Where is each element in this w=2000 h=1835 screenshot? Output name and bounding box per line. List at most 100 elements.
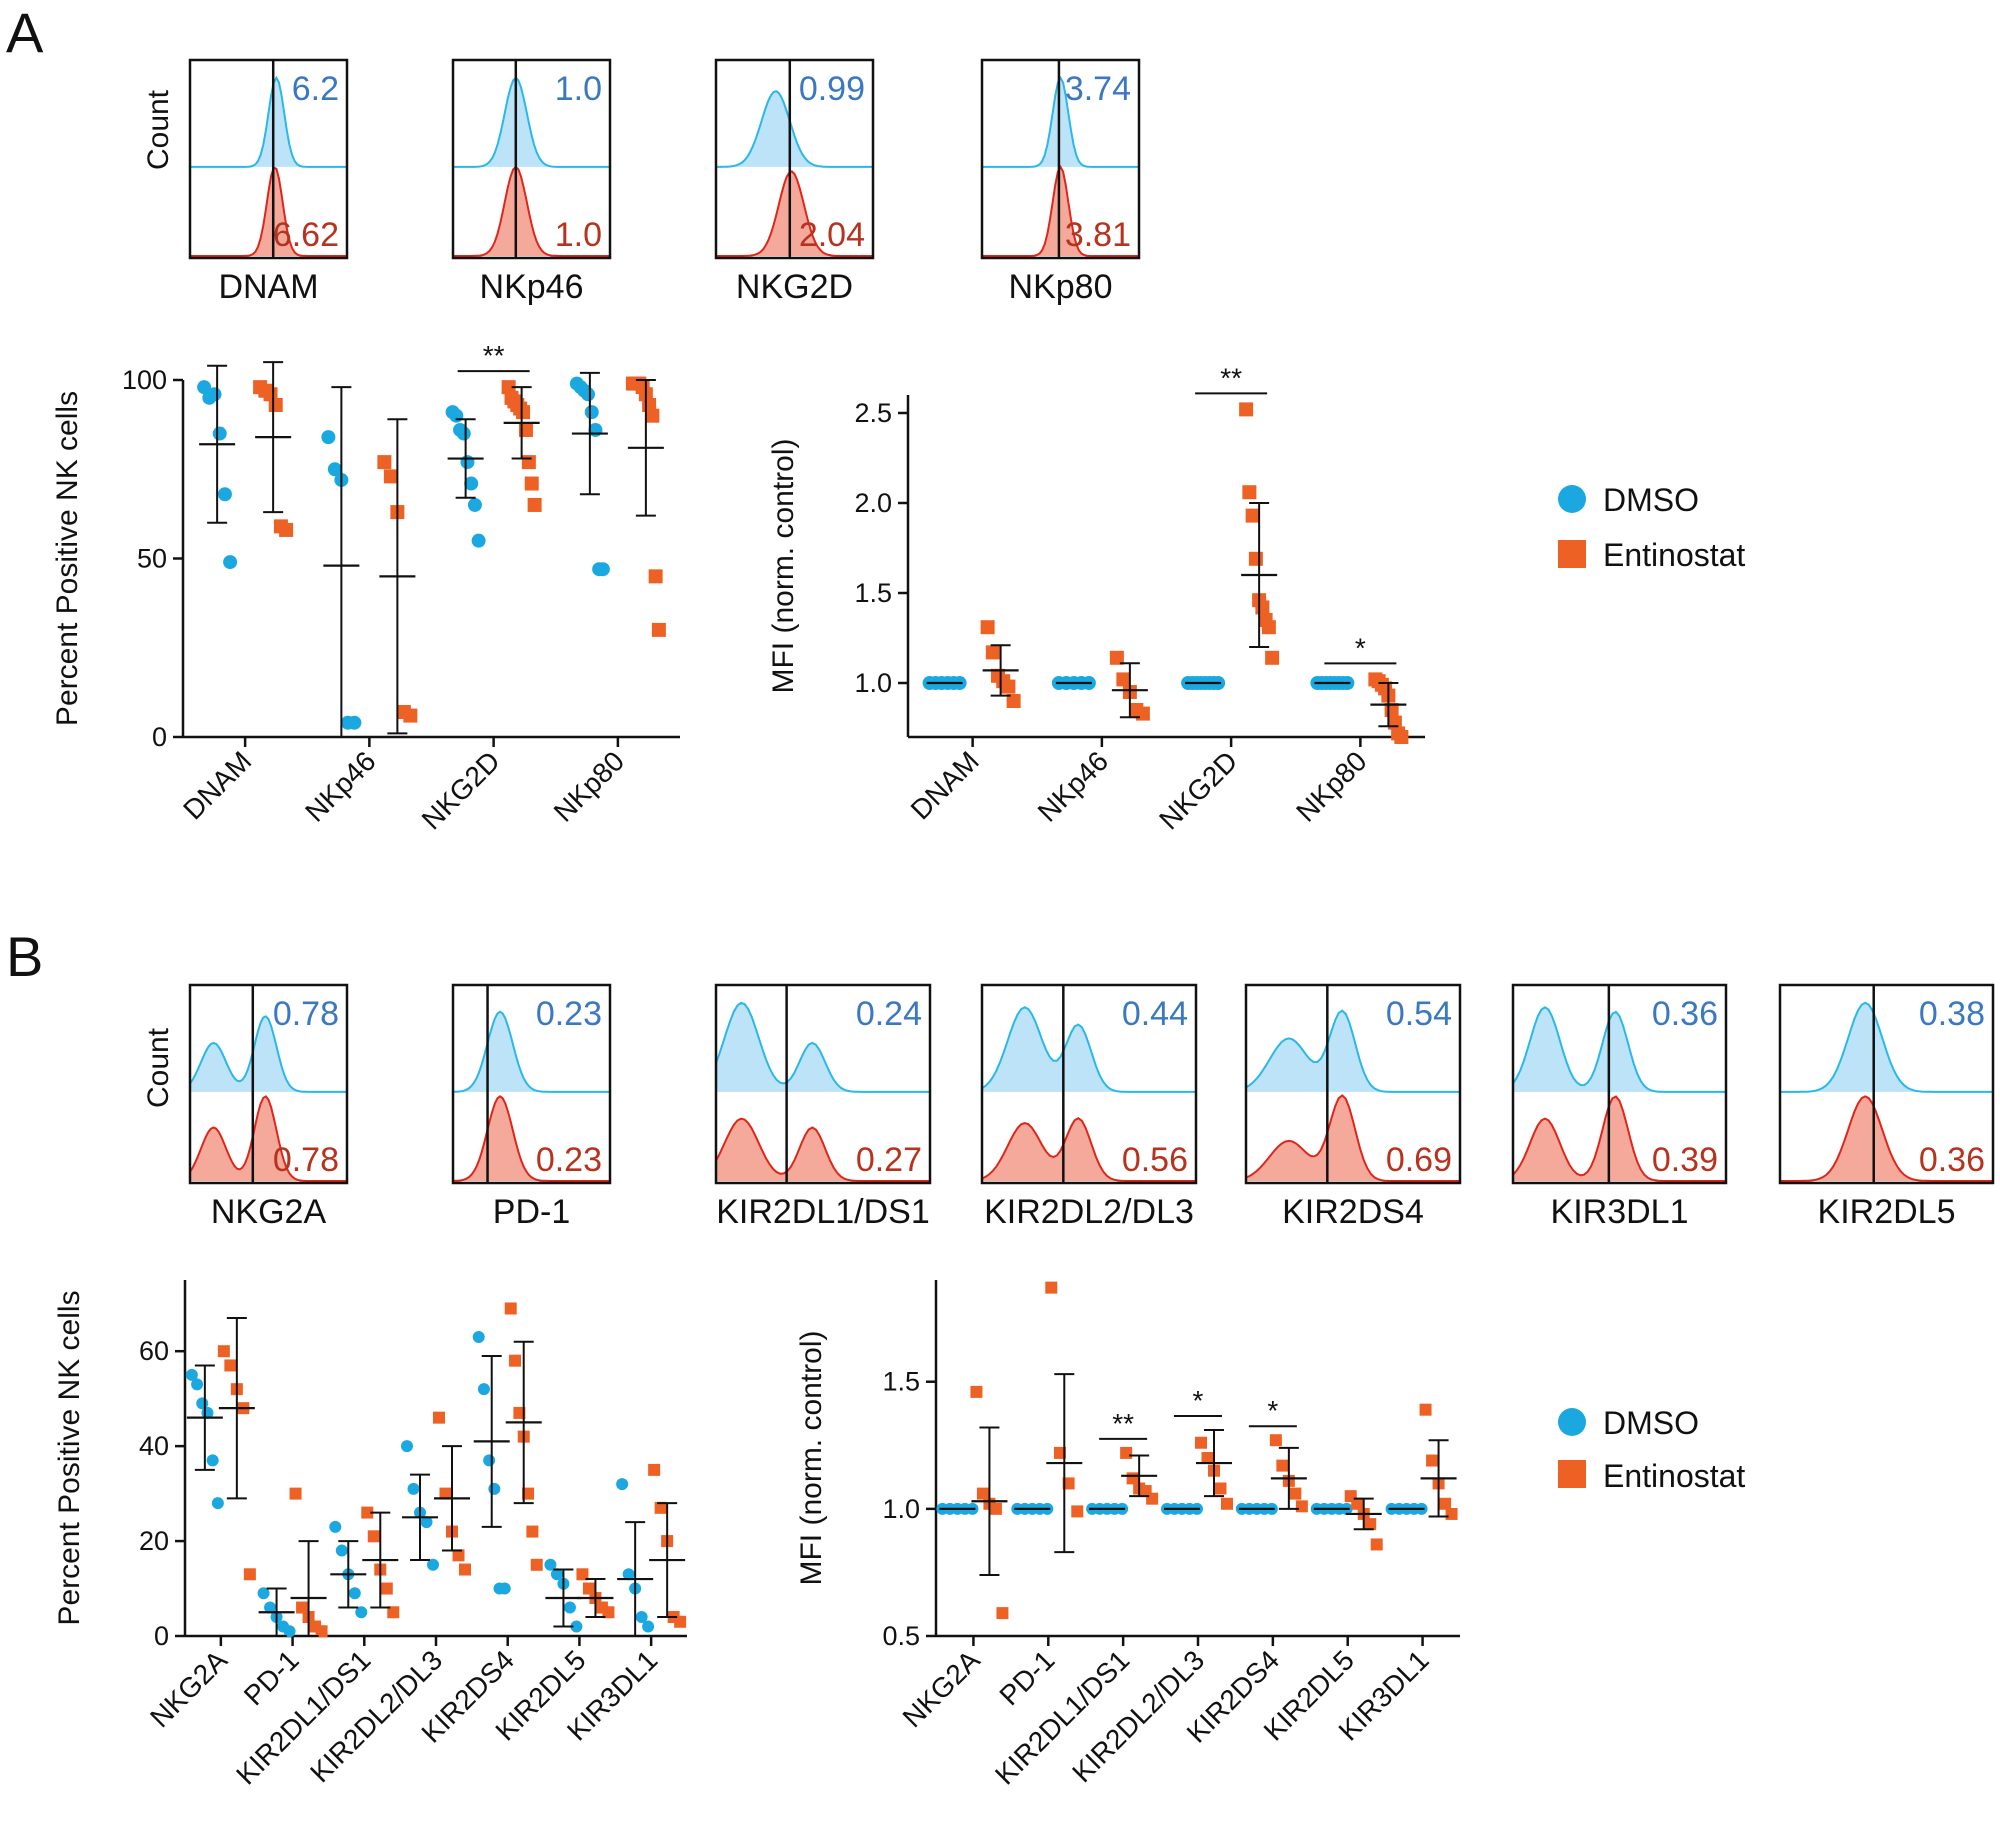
dmso-point bbox=[471, 533, 486, 548]
entinostat-histogram-line bbox=[716, 170, 873, 257]
y-tick-label: 0 bbox=[154, 1621, 169, 1651]
x-tick-label: KIR2DL1/DS1 bbox=[989, 1644, 1135, 1790]
entinostat-point bbox=[1370, 1538, 1383, 1551]
entinostat-histogram-fill bbox=[1780, 1096, 1993, 1181]
entinostat-point bbox=[576, 1568, 589, 1581]
dmso-histogram-line bbox=[1245, 1009, 1461, 1093]
entinostat-point bbox=[648, 1463, 661, 1476]
entinostat-point bbox=[513, 1406, 526, 1419]
dmso-histogram-line bbox=[453, 1010, 611, 1093]
histogram-frame bbox=[188, 983, 349, 1185]
dmso-histogram-line bbox=[1780, 1001, 1994, 1093]
dmso-point bbox=[327, 462, 342, 477]
dmso-histogram-line bbox=[1512, 1006, 1727, 1093]
entinostat-point bbox=[1045, 1281, 1058, 1294]
entinostat-point bbox=[1071, 1505, 1084, 1518]
y-tick-label: 0.5 bbox=[882, 1621, 920, 1651]
y-axis-title: Percent Positive NK cells bbox=[53, 1290, 86, 1625]
entinostat-point bbox=[367, 1530, 380, 1543]
entinostat-point bbox=[1265, 650, 1280, 665]
entinostat-point bbox=[516, 405, 531, 420]
entinostat-point bbox=[524, 476, 539, 491]
entinostat-histogram-fill bbox=[982, 166, 1139, 256]
y-axis-title: Percent Positive NK cells bbox=[51, 391, 84, 726]
dmso-point bbox=[635, 1611, 648, 1624]
entinostat-point bbox=[1364, 1518, 1377, 1531]
histogram-nkg2a: 0.78 0.78 NKG2A bbox=[188, 983, 349, 1231]
dmso-point bbox=[544, 1558, 557, 1571]
dmso-point bbox=[467, 497, 482, 512]
dmso-point bbox=[348, 1587, 361, 1600]
dmso-point bbox=[185, 1368, 198, 1381]
entinostat-value: 0.23 bbox=[536, 1141, 602, 1179]
entinostat-histogram-fill bbox=[1246, 1095, 1460, 1181]
histogram-label: KIR2DS4 bbox=[1282, 1193, 1424, 1231]
entinostat-point bbox=[433, 1411, 445, 1424]
dmso-histogram-fill bbox=[453, 77, 610, 167]
entinostat-point bbox=[1261, 620, 1276, 635]
dmso-histogram-fill bbox=[1246, 1010, 1460, 1092]
legend-entinostat-marker bbox=[1558, 1460, 1586, 1488]
y-tick-label: 1.5 bbox=[882, 1367, 920, 1397]
y-tick-label: 1.0 bbox=[882, 1494, 920, 1524]
y-axis-title: MFI (norm. control) bbox=[767, 438, 800, 693]
x-tick-label: NKG2D bbox=[1153, 745, 1243, 835]
histogram-label: KIR3DL1 bbox=[1551, 1193, 1689, 1231]
entinostat-point bbox=[224, 1359, 237, 1372]
entinostat-point bbox=[243, 1568, 256, 1581]
x-tick-label: NKp80 bbox=[1290, 745, 1372, 827]
dmso-value: 0.44 bbox=[1122, 995, 1188, 1033]
chart-b-mfi: 0.5 1.0 1.5 MFI (norm. control) NKG2A PD-1KIR… bbox=[795, 1280, 1460, 1791]
dmso-value: 0.78 bbox=[273, 995, 339, 1033]
histogram-label: NKp46 bbox=[480, 268, 584, 306]
dmso-point bbox=[329, 1520, 342, 1533]
entinostat-point bbox=[504, 1302, 517, 1315]
dmso-histogram-line bbox=[189, 1015, 348, 1093]
legend-entinostat-label: Entinostat bbox=[1603, 537, 1745, 573]
entinostat-value: 0.78 bbox=[273, 1141, 339, 1179]
entinostat-point bbox=[387, 1606, 400, 1619]
dmso-histogram-fill bbox=[190, 1016, 347, 1092]
entinostat-histogram-line bbox=[453, 165, 610, 257]
entinostat-point bbox=[530, 1558, 543, 1571]
entinostat-point bbox=[602, 1606, 615, 1619]
x-tick-label: NKp46 bbox=[1032, 745, 1114, 827]
dmso-histogram-fill bbox=[982, 1007, 1196, 1092]
entinostat-point bbox=[217, 1345, 230, 1358]
y-tick-label: 50 bbox=[137, 544, 167, 574]
histogram-kir2ds4: 0.54 0.69 KIR2DS4 bbox=[1244, 983, 1462, 1231]
entinostat-point bbox=[522, 1487, 535, 1500]
entinostat-histogram-fill bbox=[190, 167, 347, 256]
panel-letter-a: A bbox=[6, 1, 44, 64]
entinostat-point bbox=[521, 455, 536, 470]
entinostat-point bbox=[1214, 1482, 1227, 1495]
entinostat-histogram-fill bbox=[190, 1096, 347, 1181]
dmso-point bbox=[217, 487, 232, 502]
entinostat-value: 2.04 bbox=[799, 216, 865, 254]
dmso-point bbox=[464, 476, 479, 491]
entinostat-point bbox=[980, 620, 995, 635]
chart-a-mfi: 1.0 1.5 2.0 2.5 MFI (norm. control) DNAM NKp46… bbox=[767, 362, 1425, 835]
entinostat-point bbox=[1439, 1497, 1452, 1510]
entinostat-point bbox=[1116, 672, 1131, 687]
dmso-value: 0.54 bbox=[1386, 995, 1452, 1033]
histogram-label: KIR2DL2/DL3 bbox=[984, 1193, 1194, 1231]
entinostat-point bbox=[1289, 1487, 1302, 1500]
x-tick-label: NKp46 bbox=[299, 745, 381, 827]
entinostat-point bbox=[289, 1487, 302, 1500]
dmso-histogram-line bbox=[716, 90, 874, 168]
entinostat-point bbox=[582, 1582, 595, 1595]
histogram-frame bbox=[451, 983, 612, 1185]
entinostat-point bbox=[501, 380, 516, 395]
legend-entinostat-label: Entinostat bbox=[1603, 1458, 1745, 1494]
histogram-kir3dl1: 0.36 0.39 KIR3DL1 bbox=[1511, 983, 1728, 1231]
entinostat-value: 1.0 bbox=[555, 216, 602, 254]
entinostat-point bbox=[645, 408, 660, 423]
entinostat-point bbox=[1269, 1434, 1282, 1447]
entinostat-histogram-line bbox=[1245, 1094, 1460, 1182]
entinostat-point bbox=[1351, 1497, 1364, 1510]
legend-dmso-label: DMSO bbox=[1603, 482, 1699, 518]
chart-a-percent-positive: 0 50 100 Percent Positive NK cells DNAM NKp46… bbox=[51, 340, 680, 835]
count-label-a: Count bbox=[142, 89, 175, 170]
entinostat-point bbox=[361, 1506, 374, 1519]
